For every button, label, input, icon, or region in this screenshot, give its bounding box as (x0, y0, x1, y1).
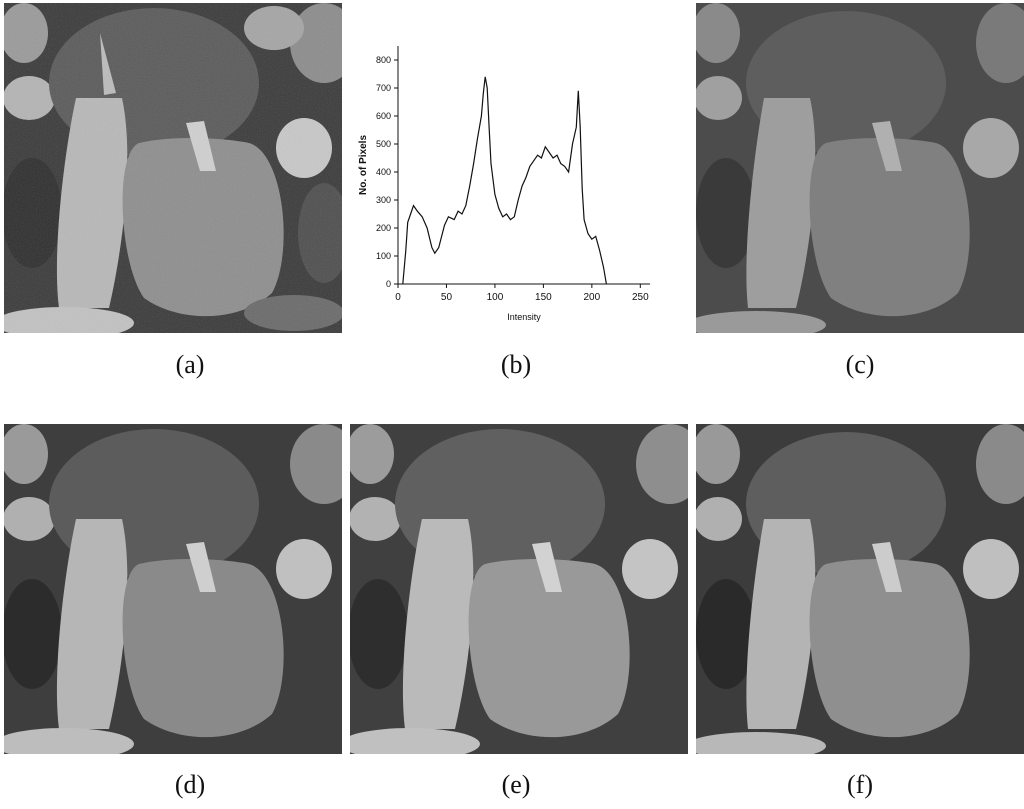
x-tick-label: 250 (632, 292, 649, 303)
y-tick-label: 200 (376, 223, 391, 233)
y-axis-label: No. of Pixels (358, 135, 369, 195)
caption-a: (a) (175, 350, 205, 379)
y-tick-label: 700 (376, 83, 391, 93)
panel-a-peppers-original (4, 3, 342, 333)
panel-e-segmented (350, 424, 688, 754)
caption-e: (e) (501, 770, 531, 799)
caption-d: (d) (174, 770, 206, 799)
panel-f-segmented (696, 424, 1024, 754)
panel-d-segmented (4, 424, 342, 754)
x-axis-label: Intensity (507, 312, 541, 322)
histogram-series-line (402, 76, 607, 285)
x-tick-label: 50 (441, 292, 453, 303)
y-tick-label: 400 (376, 167, 391, 177)
x-tick-label: 200 (584, 292, 601, 303)
x-tick-label: 100 (487, 292, 504, 303)
y-tick-label: 800 (376, 55, 391, 65)
panel-c-segmented (696, 3, 1024, 333)
caption-b: (b) (500, 350, 532, 379)
y-tick-label: 300 (376, 195, 391, 205)
x-tick-label: 150 (535, 292, 552, 303)
y-tick-label: 100 (376, 251, 391, 261)
x-tick-label: 0 (395, 292, 401, 303)
y-tick-label: 500 (376, 139, 391, 149)
y-tick-label: 600 (376, 111, 391, 121)
caption-c: (c) (845, 350, 875, 379)
y-tick-label: 0 (386, 279, 391, 289)
histogram-chart: 0 50 100 150 200 250 0 100 200 300 400 500 600 700 800… (358, 46, 650, 322)
caption-f: (f) (847, 770, 873, 799)
panel-b-histogram: 0 50 100 150 200 250 0 100 200 300 400 500 600 700 800… (352, 32, 662, 332)
